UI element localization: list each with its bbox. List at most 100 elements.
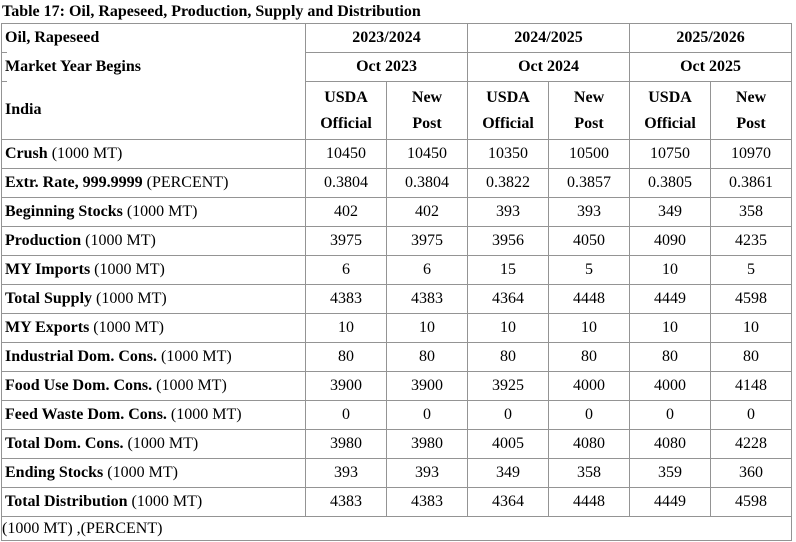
row-label: Food Use Dom. Cons.: [5, 377, 153, 394]
col-header-usda-official: USDA Official: [467, 81, 550, 140]
row-label-cell: Production (1000 MT): [1, 226, 306, 256]
value-cell: 80: [385, 342, 469, 372]
value-cell: 4448: [548, 487, 631, 517]
value-cell: 10: [385, 313, 469, 343]
row-label: MY Imports: [5, 261, 91, 278]
row-label: Ending Stocks: [5, 464, 104, 481]
row-unit: (PERCENT): [146, 174, 229, 191]
row-label-cell: Total Dom. Cons. (1000 MT): [1, 429, 306, 459]
row-label: Industrial Dom. Cons.: [5, 348, 158, 365]
value-cell: 4383: [305, 284, 387, 314]
value-cell: 4005: [467, 429, 550, 459]
value-cell: 10750: [629, 139, 712, 169]
table-row: Total Dom. Cons. (1000 MT) 3980 3980 4005 40…: [1, 429, 793, 459]
post-line: Post: [412, 114, 442, 132]
value-cell: 0.3804: [305, 168, 387, 198]
col-header-new-post: New Post: [548, 81, 631, 140]
value-cell: 3980: [305, 429, 387, 459]
table-row: Extr. Rate, 999.9999 (PERCENT) 0.3804 0.38…: [1, 168, 793, 198]
post-line: Post: [574, 114, 604, 132]
value-cell: 0.3822: [467, 168, 550, 198]
value-cell: 10: [710, 313, 793, 343]
usda-line: USDA: [486, 88, 530, 106]
row-unit: (1000 MT): [107, 464, 178, 481]
value-cell: 4364: [467, 487, 550, 517]
table-row: Ending Stocks (1000 MT) 393 393 349 358 359 36…: [1, 458, 793, 488]
table-footer: (1000 MT) ,(PERCENT): [0, 516, 793, 541]
value-cell: 5: [710, 255, 793, 285]
value-cell: 15: [467, 255, 550, 285]
row-label-cell: MY Imports (1000 MT): [1, 255, 306, 285]
value-cell: 4364: [467, 284, 550, 314]
value-cell: 10: [629, 255, 712, 285]
begins-oct-2024: Oct 2024: [467, 52, 631, 82]
row-label-cell: Crush (1000 MT): [1, 139, 306, 169]
psd-table: Oil, Rapeseed Market Year Begins India 2…: [0, 23, 793, 541]
usda-line: USDA: [324, 88, 368, 106]
table-row: Feed Waste Dom. Cons. (1000 MT) 0 0 0 0 0 0: [1, 400, 793, 430]
value-cell: 393: [467, 197, 550, 227]
row-label: Total Supply: [5, 290, 93, 307]
market-year-begins-label: Market Year Begins: [5, 57, 141, 75]
value-cell: 10: [305, 313, 387, 343]
value-cell: 10450: [385, 139, 469, 169]
value-cell: 80: [629, 342, 712, 372]
value-cell: 0.3861: [710, 168, 793, 198]
table-title: Table 17: Oil, Rapeseed, Production, Sup…: [2, 3, 421, 20]
row-label: Extr. Rate, 999.9999: [5, 174, 143, 191]
corner-divider-tick: [2, 81, 7, 82]
official-line: Official: [482, 114, 534, 132]
table-row: Beginning Stocks (1000 MT) 402 402 393 393 34…: [1, 197, 793, 227]
value-cell: 360: [710, 458, 793, 488]
value-cell: 3975: [305, 226, 387, 256]
value-cell: 10970: [710, 139, 793, 169]
value-cell: 0.3805: [629, 168, 712, 198]
table-row: MY Exports (1000 MT) 10 10 10 10 10 10: [1, 313, 793, 343]
value-cell: 4449: [629, 284, 712, 314]
value-cell: 349: [467, 458, 550, 488]
col-header-usda-official: USDA Official: [629, 81, 712, 140]
units-note: (1000 MT) ,(PERCENT): [0, 516, 793, 541]
value-cell: 80: [548, 342, 631, 372]
value-cell: 393: [385, 458, 469, 488]
table-row: Total Distribution (1000 MT) 4383 4383 4364…: [1, 487, 793, 517]
value-cell: 358: [548, 458, 631, 488]
value-cell: 3956: [467, 226, 550, 256]
value-cell: 0: [548, 400, 631, 430]
row-label-cell: MY Exports (1000 MT): [1, 313, 306, 343]
row-label: Production: [5, 232, 82, 249]
value-cell: 393: [305, 458, 387, 488]
value-cell: 393: [548, 197, 631, 227]
value-cell: 4598: [710, 487, 793, 517]
value-cell: 4000: [548, 371, 631, 401]
value-cell: 4598: [710, 284, 793, 314]
value-cell: 4080: [548, 429, 631, 459]
new-line: New: [411, 88, 443, 106]
value-cell: 10: [548, 313, 631, 343]
row-unit: (1000 MT): [93, 319, 164, 336]
corner-cell: Oil, Rapeseed Market Year Begins India: [1, 23, 306, 140]
row-unit: (1000 MT): [126, 203, 198, 220]
value-cell: 0: [305, 400, 387, 430]
value-cell: 80: [305, 342, 387, 372]
value-cell: 402: [385, 197, 469, 227]
header-row-years: Oil, Rapeseed Market Year Begins India 2…: [1, 23, 793, 140]
row-unit: (1000 MT): [170, 406, 242, 423]
value-cell: 4383: [385, 487, 469, 517]
value-cell: 0: [710, 400, 793, 430]
corner-divider-tick: [2, 52, 7, 53]
header-row-sources: USDA Official New Post USDA Official New…: [2, 81, 793, 140]
value-cell: 3975: [385, 226, 469, 256]
official-line: Official: [644, 114, 696, 132]
value-cell: 0.3804: [385, 168, 469, 198]
begins-oct-2023: Oct 2023: [304, 52, 469, 82]
year-group-2023-2024: 2023/2024: [304, 23, 469, 53]
year-group-2024-2025: 2024/2025: [467, 23, 631, 53]
year-group-2025-2026: 2025/2026: [629, 23, 793, 53]
value-cell: 4080: [629, 429, 712, 459]
row-unit: (1000 MT): [131, 493, 203, 510]
value-cell: 80: [710, 342, 793, 372]
row-label-cell: Beginning Stocks (1000 MT): [1, 197, 306, 227]
row-unit: (1000 MT): [127, 435, 199, 452]
value-cell: 0.3857: [548, 168, 631, 198]
